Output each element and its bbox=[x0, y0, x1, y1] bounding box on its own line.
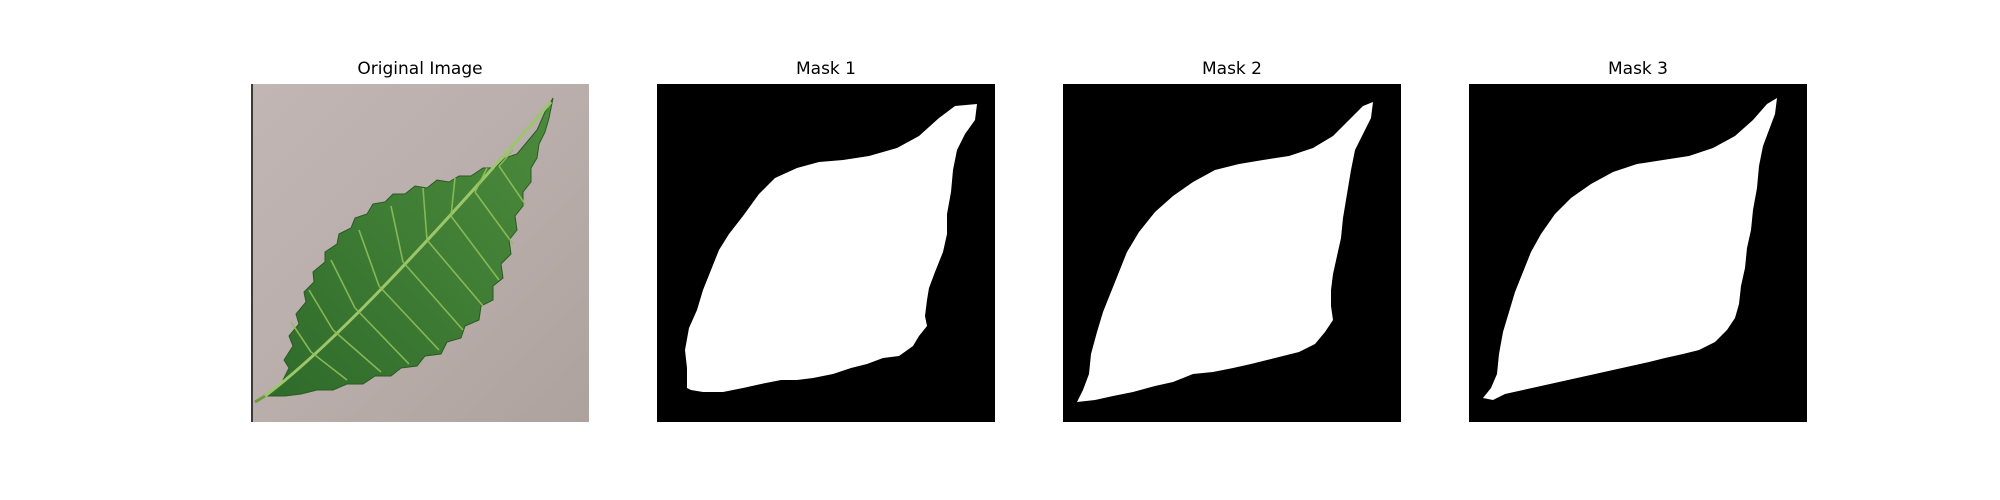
panel-title-mask-2: Mask 2 bbox=[1201, 59, 1262, 79]
panel-mask-2: Mask 2 bbox=[1063, 55, 1401, 422]
panel-title-original: Original Image bbox=[357, 59, 483, 79]
panel-mask-3: Mask 3 bbox=[1469, 55, 1807, 422]
mask-2-image bbox=[1063, 84, 1401, 422]
panel-mask-1: Mask 1 bbox=[657, 55, 995, 422]
mask-1-image bbox=[657, 84, 995, 422]
panel-title-mask-3: Mask 3 bbox=[1607, 59, 1668, 79]
original-leaf-photo bbox=[251, 84, 589, 422]
mask-3-image bbox=[1469, 84, 1807, 422]
panel-original-image: Original Image bbox=[251, 55, 589, 422]
panel-title-mask-1: Mask 1 bbox=[795, 59, 856, 79]
